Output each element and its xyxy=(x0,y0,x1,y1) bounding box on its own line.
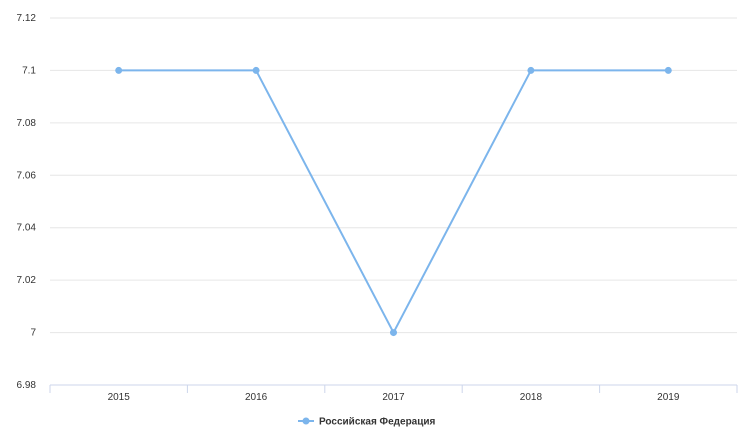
x-tick-label: 2018 xyxy=(520,392,543,403)
y-tick-label: 7.06 xyxy=(17,170,37,181)
y-tick-label: 7.1 xyxy=(22,65,36,76)
series-line xyxy=(117,69,670,334)
data-point[interactable] xyxy=(115,66,123,74)
y-tick-label: 7.08 xyxy=(17,118,37,129)
y-tick-label: 7.02 xyxy=(17,275,37,286)
legend-item[interactable]: Российская Федерация xyxy=(298,417,436,427)
data-point[interactable] xyxy=(390,329,397,337)
data-point[interactable] xyxy=(252,66,260,74)
legend-label: Российская Федерация xyxy=(319,417,436,427)
x-axis: 2015 2016 2017 2018 2019 xyxy=(49,384,738,403)
y-axis: 7.12 7.1 7.08 7.06 7.04 7.02 7 6.98 xyxy=(17,13,37,391)
legend-point-marker xyxy=(302,417,310,425)
gridlines xyxy=(50,17,737,334)
x-tick-label: 2019 xyxy=(657,392,680,403)
data-point[interactable] xyxy=(527,66,535,74)
y-tick-label: 7.12 xyxy=(17,13,37,24)
y-tick-label: 7 xyxy=(30,328,36,339)
legend[interactable]: Российская Федерация xyxy=(298,417,436,427)
x-tick-label: 2017 xyxy=(382,392,405,403)
y-tick-label: 7.04 xyxy=(17,223,37,234)
x-tick-label: 2016 xyxy=(245,392,268,403)
data-point[interactable] xyxy=(664,66,672,74)
y-tick-label: 6.98 xyxy=(17,380,37,391)
series-layer xyxy=(115,66,672,337)
x-tick-label: 2015 xyxy=(108,392,131,403)
